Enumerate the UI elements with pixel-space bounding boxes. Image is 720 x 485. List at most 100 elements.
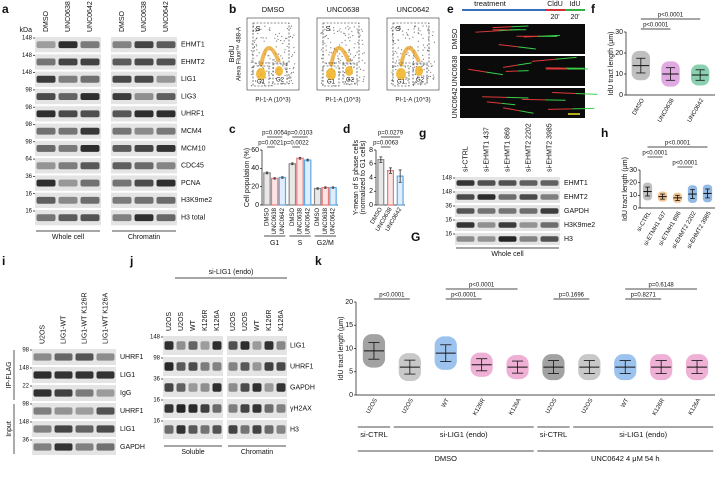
panel-letter: b — [229, 2, 236, 16]
flow-dot — [251, 74, 253, 76]
blot-band — [156, 58, 176, 66]
blot-header: si-LIG1 (endo) — [209, 269, 254, 276]
blot-band — [212, 362, 222, 371]
blot-band — [75, 353, 94, 361]
blot-band — [176, 425, 186, 434]
blot-strip — [111, 123, 177, 139]
flow-dot — [408, 55, 410, 57]
gate-g2 — [412, 63, 428, 85]
y-tick-label: 30 — [615, 29, 623, 36]
flow-dot — [260, 28, 262, 30]
flow-dot — [270, 85, 272, 87]
blot-band — [164, 404, 174, 413]
blot-band — [519, 180, 538, 186]
p-value: p=0.0054 — [262, 131, 288, 137]
flow-dot — [351, 59, 353, 61]
blot-band — [276, 341, 286, 350]
flow-dot — [348, 49, 351, 51]
blot-band — [33, 389, 52, 397]
flow-dot — [264, 25, 266, 27]
group-label: si-LIG1 (endo) — [440, 430, 488, 439]
flow-dot — [343, 75, 345, 77]
flow-dot — [430, 71, 432, 73]
lane-label: LIG1-WT K126R — [81, 292, 88, 344]
panel-letter: d — [343, 122, 350, 136]
flow-dot — [290, 25, 293, 27]
blot-band — [228, 341, 238, 350]
flow-dot — [286, 45, 288, 47]
blot-band — [80, 93, 100, 101]
gate-label: G1 — [397, 80, 406, 86]
protein-label: GAPDH — [290, 384, 315, 391]
kda-marker: 36 — [153, 377, 160, 383]
series-label: UNC0638 — [298, 207, 304, 234]
blot-band — [156, 93, 176, 101]
blot-band — [498, 222, 517, 228]
flow-dot — [428, 31, 430, 33]
flow-dot — [394, 42, 396, 45]
flow-dot — [417, 29, 419, 31]
flow-dot — [338, 53, 341, 55]
flow-dot — [359, 76, 361, 78]
gate-label: S — [255, 24, 260, 33]
p-value: p=0.0279 — [378, 131, 404, 137]
flow-dot — [253, 41, 255, 44]
flow-dot — [422, 81, 424, 83]
flow-dot — [407, 29, 409, 31]
flow-dot — [293, 51, 296, 53]
blot-band — [477, 194, 496, 200]
flow-dot — [413, 60, 415, 63]
flow-dot — [270, 73, 273, 75]
y-tick-label: 0 — [369, 202, 373, 209]
blot-band — [519, 222, 538, 228]
flow-dot — [338, 58, 340, 60]
flow-dot — [253, 50, 255, 52]
lane-label: U2OS — [242, 312, 249, 331]
flow-dot — [339, 71, 341, 73]
x-tick-label: UNC0642 — [687, 97, 706, 123]
blot-band — [54, 389, 73, 397]
gate-s — [252, 22, 290, 64]
flow-dot — [265, 37, 267, 39]
flow-dot — [337, 57, 339, 59]
flow-dot — [404, 37, 406, 39]
group-label: Whole cell — [491, 251, 524, 258]
kda-marker: 16 — [445, 232, 452, 238]
y-tick-label: 0 — [633, 205, 637, 212]
flow-dot — [399, 27, 402, 29]
flow-dot — [405, 76, 407, 78]
flow-dot — [325, 45, 327, 47]
flow-dot — [432, 78, 434, 80]
blot-band — [36, 127, 56, 135]
p-value: p<0.0001 — [672, 161, 698, 167]
flow-dot — [362, 80, 364, 82]
flow-dot — [427, 77, 429, 79]
blot-band — [188, 425, 198, 434]
lane-label: si-EHMT1 869 — [504, 127, 511, 172]
protein-label: MCM10 — [181, 145, 206, 152]
x-tick-label: DMSO — [632, 98, 646, 117]
flow-dot — [284, 67, 286, 69]
blot-band — [134, 214, 154, 222]
blot-band — [228, 362, 238, 371]
flow-dot — [349, 36, 351, 38]
flow-dot — [429, 75, 432, 77]
flow-dot — [333, 29, 335, 31]
flow-dot — [284, 51, 286, 53]
y-tick-label: 15 — [345, 322, 353, 329]
series-label: UNC0638 — [323, 207, 329, 234]
flow-dot — [357, 84, 359, 86]
flow-dot — [401, 49, 403, 51]
flow-dot — [288, 82, 290, 84]
flow-dot — [336, 30, 339, 33]
kda-marker: 148 — [442, 176, 453, 182]
fiber-cldu — [492, 26, 512, 29]
flow-dot — [394, 27, 396, 29]
flow-dot — [352, 35, 354, 37]
flow-dot — [412, 57, 414, 59]
blot-band — [156, 162, 176, 170]
bar — [313, 187, 322, 206]
flow-dot — [361, 30, 363, 32]
y-tick-label: 8 — [369, 147, 373, 154]
flow-dot — [289, 67, 291, 70]
